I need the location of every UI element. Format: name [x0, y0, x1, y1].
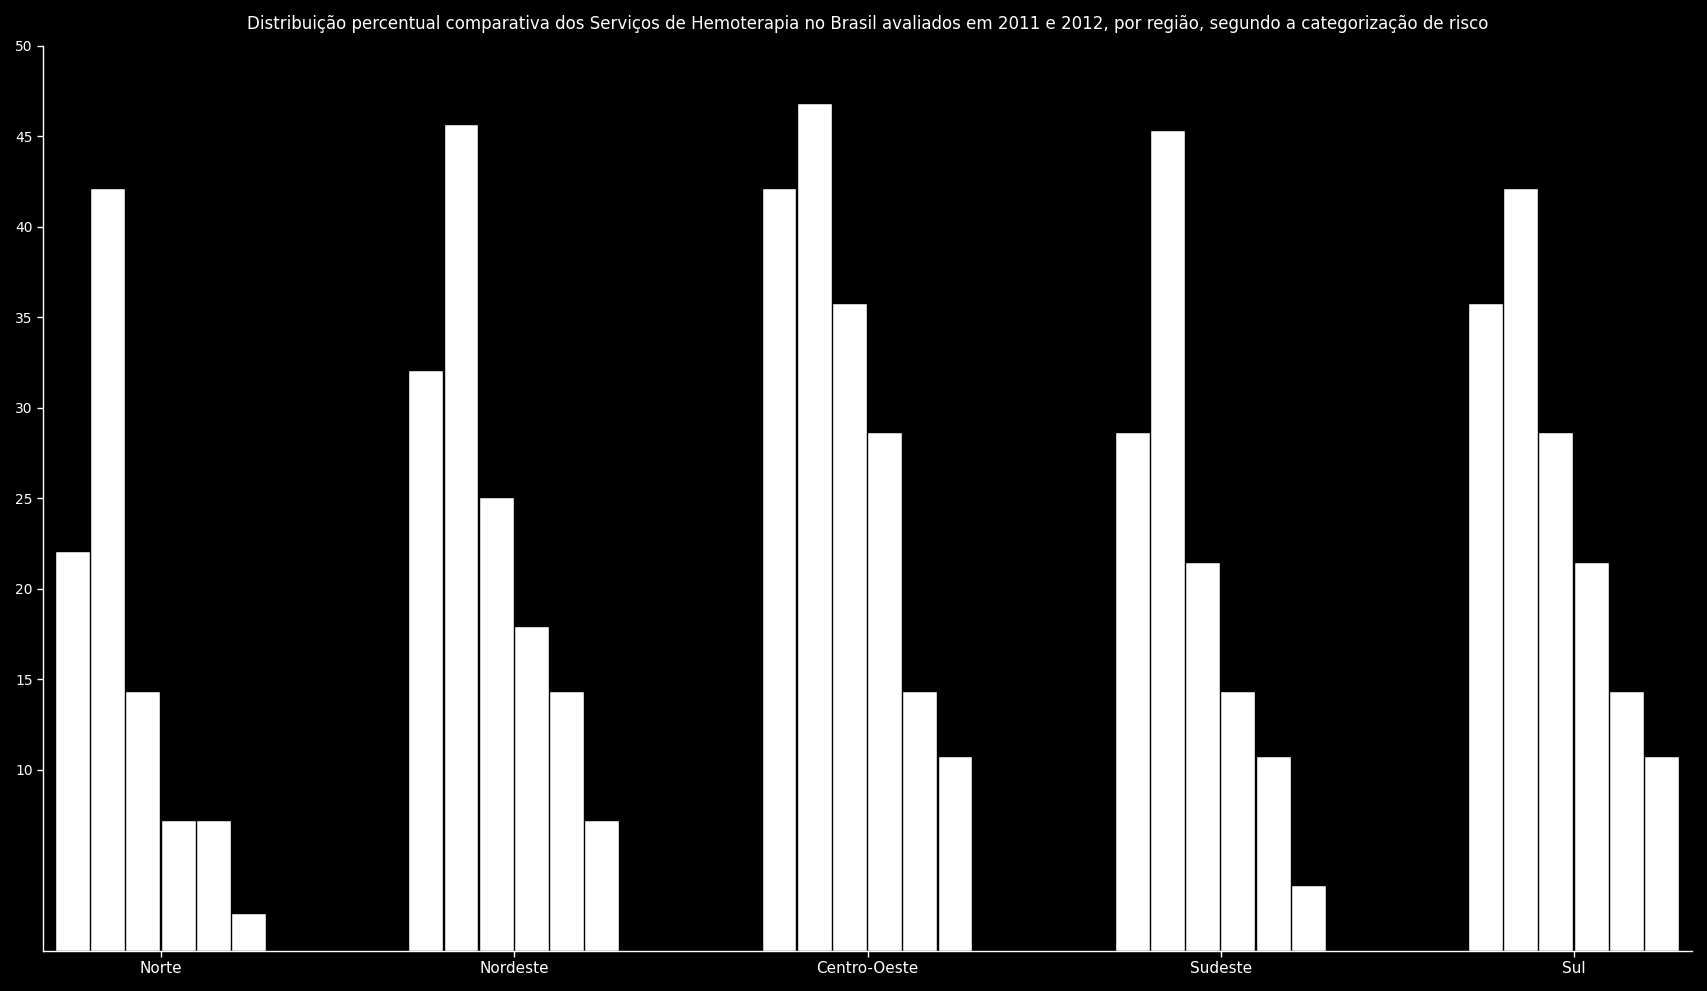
Bar: [763, 188, 797, 950]
Bar: [1292, 886, 1326, 950]
Bar: [232, 915, 266, 950]
Bar: [126, 692, 160, 950]
Bar: [550, 692, 584, 950]
Bar: [444, 125, 478, 950]
Bar: [1504, 188, 1538, 950]
Bar: [516, 626, 550, 950]
Bar: [1151, 131, 1185, 950]
Bar: [162, 822, 196, 950]
Bar: [1186, 563, 1221, 950]
Bar: [1116, 433, 1151, 950]
Bar: [1470, 304, 1502, 950]
Bar: [1646, 757, 1680, 950]
Bar: [1540, 433, 1574, 950]
Bar: [903, 692, 937, 950]
Bar: [1256, 757, 1290, 950]
Bar: [869, 433, 901, 950]
Bar: [90, 188, 125, 950]
Bar: [56, 552, 90, 950]
Bar: [586, 822, 620, 950]
Title: Distribuição percentual comparativa dos Serviços de Hemoterapia no Brasil avalia: Distribuição percentual comparativa dos …: [248, 15, 1489, 33]
Bar: [833, 304, 867, 950]
Bar: [410, 372, 444, 950]
Bar: [1574, 563, 1608, 950]
Bar: [939, 757, 973, 950]
Bar: [480, 498, 514, 950]
Bar: [1222, 692, 1255, 950]
Bar: [797, 104, 831, 950]
Bar: [1610, 692, 1644, 950]
Bar: [196, 822, 230, 950]
